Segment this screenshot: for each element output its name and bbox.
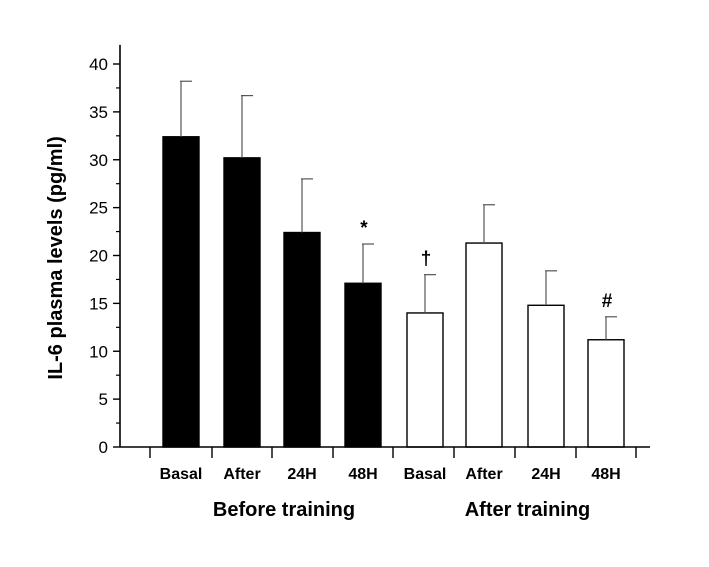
- bar: [527, 304, 565, 448]
- y-tick-label: 5: [99, 390, 108, 409]
- group-labels: Before training After training: [213, 499, 590, 521]
- group-label: After training: [465, 499, 591, 521]
- x-category-label: 48H: [348, 466, 377, 483]
- significance-marker: †: [421, 249, 432, 270]
- y-tick-label: 35: [89, 103, 108, 122]
- bars: [162, 136, 625, 448]
- x-axis-labels: Basal After 24H 48H Basal After 24H 48H: [149, 447, 637, 483]
- bar: [283, 231, 321, 448]
- y-tick-label: 30: [89, 151, 108, 170]
- x-category-label: 24H: [287, 466, 316, 483]
- bar: [406, 312, 444, 448]
- y-tick-label: 25: [89, 199, 108, 218]
- bar: [162, 136, 200, 448]
- significance-marker: #: [602, 291, 613, 312]
- bar: [587, 339, 625, 448]
- annotations: * † #: [360, 218, 612, 312]
- y-tick-label: 10: [89, 342, 108, 361]
- x-category-label: 48H: [591, 466, 620, 483]
- y-tick-label: 20: [89, 247, 108, 266]
- bar: [223, 157, 261, 448]
- y-tick-label: 40: [89, 55, 108, 74]
- x-category-label: After: [465, 466, 502, 483]
- x-category-label: Basal: [404, 466, 447, 483]
- y-axis-ticks: 0 5 10 15 20 25 30 35 40: [89, 55, 120, 457]
- bar: [465, 242, 503, 448]
- group-label: Before training: [213, 499, 355, 521]
- y-tick-label: 15: [89, 294, 108, 313]
- x-category-label: After: [223, 466, 260, 483]
- significance-marker: *: [360, 218, 368, 239]
- y-axis-label: IL-6 plasma levels (pg/ml): [45, 136, 67, 379]
- bar: [344, 282, 382, 448]
- x-category-label: Basal: [160, 466, 203, 483]
- x-category-label: 24H: [531, 466, 560, 483]
- error-bars: [180, 80, 617, 340]
- y-tick-label: 0: [99, 438, 108, 457]
